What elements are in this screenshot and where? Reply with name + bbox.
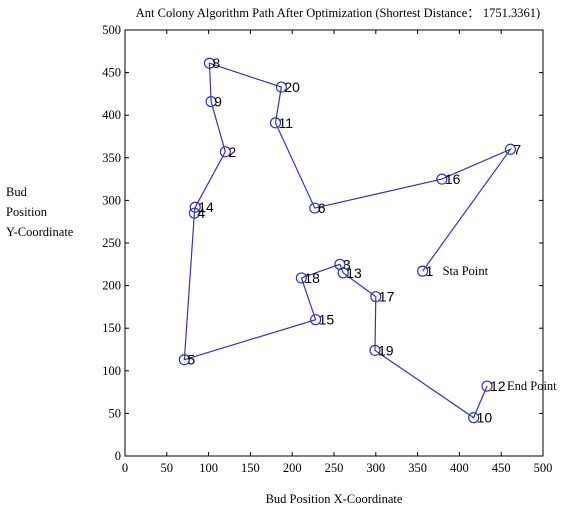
- y-tick-label: 450: [102, 66, 121, 80]
- x-axis-ticks: 0 50 100 150 200 250 300 350 400 450 500: [122, 30, 553, 475]
- node-label-3: 3: [343, 256, 351, 272]
- node-marker-1: [417, 265, 429, 277]
- node-label-2: 2: [228, 144, 236, 160]
- node-marker-13: [337, 267, 349, 279]
- node-label-5: 5: [187, 352, 195, 368]
- node-marker-4: [188, 207, 200, 219]
- node-label-9: 9: [214, 94, 222, 110]
- y-axis-label-line-3: Y-Coordinate: [6, 225, 74, 239]
- node-marker-10: [468, 412, 480, 424]
- y-tick-label: 100: [102, 364, 121, 378]
- node-marker-14: [189, 201, 201, 213]
- x-tick-label: 100: [199, 461, 218, 475]
- y-tick-label: 150: [102, 321, 121, 335]
- x-tick-label: 350: [408, 461, 427, 475]
- node-label-15: 15: [319, 312, 335, 328]
- y-axis-label-line-1: Bud: [6, 185, 28, 199]
- node-label-4: 4: [197, 205, 205, 221]
- node-marker-8: [203, 57, 216, 69]
- node-label-18: 18: [304, 270, 320, 286]
- plot-area-frame: [124, 29, 544, 457]
- node-label-7: 7: [513, 141, 521, 157]
- node-marker-7: [504, 143, 516, 155]
- node-label-14: 14: [198, 199, 214, 215]
- y-tick-label: 200: [102, 279, 121, 293]
- annotations: Sta Point End Point: [443, 264, 558, 393]
- node-marker-11: [269, 117, 282, 129]
- y-axis-label-line-2: Position: [6, 205, 48, 219]
- node-marker-5: [178, 354, 190, 366]
- x-tick-label: 0: [122, 461, 128, 475]
- node-marker-16: [436, 173, 448, 185]
- tour-path-line: [183, 62, 513, 419]
- x-tick-label: 500: [534, 461, 553, 475]
- x-tick-label: 450: [492, 461, 511, 475]
- node-label-16: 16: [445, 171, 461, 187]
- chart-title: Ant Colony Algorithm Path After Optimiza…: [136, 6, 540, 20]
- x-tick-label: 200: [283, 461, 302, 475]
- node-label-8: 8: [212, 55, 220, 71]
- annotation-1: End Point: [507, 379, 557, 393]
- node-label-11: 11: [278, 115, 293, 131]
- node-marker-6: [309, 202, 321, 214]
- node-label-10: 10: [477, 410, 493, 426]
- y-tick-label: 0: [115, 449, 121, 463]
- node-marker-2: [219, 146, 231, 158]
- x-tick-label: 250: [325, 461, 344, 475]
- x-tick-label: 50: [161, 461, 174, 475]
- node-marker-12: [481, 380, 493, 392]
- node-label-12: 12: [490, 378, 506, 394]
- x-tick-label: 300: [366, 461, 385, 475]
- node-marker-17: [370, 291, 382, 303]
- y-axis-label: Bud Position Y-Coordinate: [6, 185, 74, 239]
- node-label-20: 20: [284, 79, 300, 95]
- y-tick-label: 400: [102, 108, 121, 122]
- y-tick-label: 350: [102, 151, 121, 165]
- node-marker-18: [295, 272, 307, 284]
- x-tick-label: 400: [450, 461, 469, 475]
- node-marker-9: [205, 95, 217, 108]
- node-label-13: 13: [346, 265, 362, 281]
- node-label-17: 17: [379, 289, 395, 305]
- node-marker-20: [275, 81, 287, 93]
- node-label-19: 19: [378, 342, 394, 358]
- node-label-6: 6: [318, 200, 326, 216]
- y-tick-label: 50: [109, 406, 122, 420]
- x-axis-label: Bud Position X-Coordinate: [266, 492, 403, 506]
- x-tick-label: 150: [241, 461, 260, 475]
- annotation-0: Sta Point: [443, 264, 489, 278]
- y-tick-label: 300: [102, 193, 121, 207]
- node-marker-19: [369, 344, 381, 356]
- y-tick-label: 500: [102, 23, 121, 37]
- tour-path: [183, 62, 513, 419]
- node-label-1: 1: [426, 263, 434, 279]
- node-marker-15: [310, 314, 322, 326]
- y-tick-label: 250: [102, 236, 121, 250]
- y-axis-ticks: 0 50 100 150 200 250 300 350 400 450 500: [102, 23, 543, 463]
